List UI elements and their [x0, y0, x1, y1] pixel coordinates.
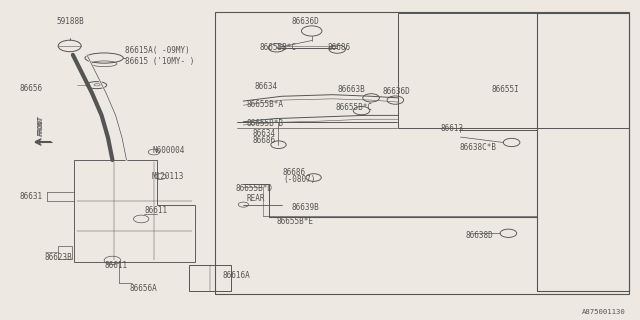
- Bar: [189, 265, 230, 291]
- Text: 86639B: 86639B: [291, 203, 319, 212]
- Text: 86616A: 86616A: [223, 271, 251, 280]
- Text: 86655B*B: 86655B*B: [246, 119, 284, 129]
- Text: 86638D: 86638D: [466, 231, 493, 240]
- Text: 86623B: 86623B: [44, 253, 72, 262]
- Text: 86655B*D: 86655B*D: [236, 184, 273, 193]
- Text: 86615A( -09MY): 86615A( -09MY): [125, 45, 190, 55]
- Text: REAR: REAR: [246, 194, 265, 203]
- Text: A875001130: A875001130: [582, 309, 625, 315]
- Text: 86686: 86686: [283, 168, 306, 177]
- Text: 86656: 86656: [20, 84, 43, 93]
- Text: 86655B*E: 86655B*E: [276, 217, 314, 226]
- Text: N600004: N600004: [152, 146, 184, 155]
- Text: 86656A: 86656A: [130, 284, 157, 292]
- Text: 86613: 86613: [440, 124, 463, 132]
- Text: 86634: 86634: [255, 82, 278, 91]
- Text: 86663B: 86663B: [338, 85, 365, 94]
- Text: 86634: 86634: [253, 129, 276, 138]
- Bar: [398, 13, 629, 128]
- Text: 86631: 86631: [20, 192, 43, 201]
- Text: M120113: M120113: [152, 172, 184, 181]
- Text: 86615 ('10MY- ): 86615 ('10MY- ): [125, 57, 195, 66]
- Text: 86655B*C: 86655B*C: [259, 43, 296, 52]
- Text: 86686: 86686: [328, 43, 351, 52]
- Text: 86636D: 86636D: [383, 87, 410, 96]
- Text: (-0807): (-0807): [283, 175, 316, 184]
- Text: 86611: 86611: [104, 261, 127, 270]
- Bar: [58, 246, 72, 259]
- Text: 86636D: 86636D: [292, 17, 319, 26]
- Text: 86638C*B: 86638C*B: [460, 143, 496, 152]
- Text: 86655B*A: 86655B*A: [246, 100, 284, 109]
- Bar: [215, 12, 629, 294]
- Text: 86611: 86611: [145, 206, 168, 215]
- Text: FRONT: FRONT: [38, 116, 44, 136]
- Text: 86655B*C: 86655B*C: [336, 103, 373, 112]
- Text: 59188B: 59188B: [57, 17, 84, 26]
- Text: FRONT: FRONT: [38, 116, 44, 135]
- Text: 86655I: 86655I: [491, 85, 519, 94]
- Text: 86686: 86686: [253, 136, 276, 145]
